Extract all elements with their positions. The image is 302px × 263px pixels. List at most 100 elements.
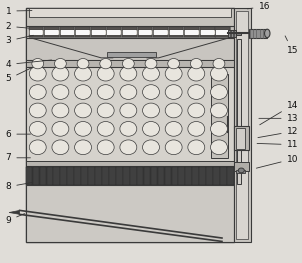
Bar: [26, 8, 234, 28]
Bar: [200, 27, 214, 30]
Circle shape: [188, 66, 205, 81]
Circle shape: [143, 66, 159, 81]
Bar: [44, 27, 59, 30]
Bar: [211, 74, 228, 158]
Bar: [61, 30, 74, 35]
Bar: [33, 167, 39, 185]
Bar: [26, 26, 234, 38]
Bar: [60, 27, 75, 30]
Bar: [92, 30, 105, 35]
Bar: [107, 27, 121, 37]
Bar: [234, 126, 249, 150]
Circle shape: [188, 122, 205, 136]
Text: 2: 2: [6, 22, 29, 31]
Bar: [158, 167, 164, 185]
Bar: [91, 27, 106, 30]
Circle shape: [210, 140, 227, 155]
Bar: [26, 167, 32, 185]
Circle shape: [29, 85, 46, 99]
Text: 16: 16: [247, 2, 270, 11]
Circle shape: [122, 58, 134, 69]
Bar: [74, 167, 81, 185]
Bar: [249, 29, 267, 38]
Bar: [169, 27, 183, 30]
Bar: [236, 11, 248, 239]
Ellipse shape: [265, 29, 270, 38]
Bar: [95, 167, 102, 185]
Text: 7: 7: [5, 153, 31, 162]
Bar: [91, 35, 106, 37]
Bar: [102, 167, 109, 185]
Bar: [109, 167, 116, 185]
Circle shape: [188, 140, 205, 155]
Circle shape: [52, 140, 69, 155]
Bar: [30, 30, 43, 35]
Bar: [139, 30, 151, 35]
Circle shape: [210, 85, 227, 99]
Circle shape: [75, 140, 92, 155]
Text: 6: 6: [5, 130, 31, 139]
Text: 4: 4: [6, 60, 52, 69]
Circle shape: [143, 122, 159, 136]
Bar: [237, 39, 241, 184]
Circle shape: [52, 66, 69, 81]
Bar: [40, 167, 46, 185]
Circle shape: [97, 122, 114, 136]
Bar: [26, 166, 234, 185]
Bar: [91, 27, 106, 37]
Text: 3: 3: [5, 35, 34, 45]
Text: 10: 10: [256, 155, 298, 168]
Text: 11: 11: [257, 140, 298, 149]
Bar: [215, 27, 230, 37]
Bar: [76, 27, 90, 37]
Text: 15: 15: [285, 36, 298, 55]
Bar: [172, 167, 178, 185]
Circle shape: [168, 58, 180, 69]
Bar: [47, 167, 53, 185]
Bar: [60, 27, 75, 37]
Circle shape: [29, 122, 46, 136]
Bar: [60, 167, 67, 185]
Circle shape: [77, 58, 89, 69]
Circle shape: [210, 103, 227, 118]
Circle shape: [188, 85, 205, 99]
Circle shape: [97, 85, 114, 99]
Circle shape: [54, 58, 66, 69]
Bar: [26, 185, 234, 242]
Bar: [200, 27, 214, 37]
Bar: [138, 27, 152, 30]
Polygon shape: [9, 210, 20, 214]
Bar: [220, 167, 227, 185]
Circle shape: [120, 66, 137, 81]
Bar: [192, 167, 199, 185]
Bar: [200, 35, 214, 37]
Bar: [169, 35, 183, 37]
Bar: [107, 35, 121, 37]
Bar: [151, 167, 157, 185]
Circle shape: [75, 66, 92, 81]
Bar: [88, 167, 95, 185]
Bar: [130, 167, 137, 185]
Circle shape: [210, 122, 227, 136]
Text: 5: 5: [5, 68, 32, 83]
Text: 9: 9: [5, 214, 25, 225]
Bar: [29, 35, 43, 37]
Text: 13: 13: [259, 114, 298, 123]
Circle shape: [165, 103, 182, 118]
Circle shape: [143, 85, 159, 99]
Circle shape: [97, 103, 114, 118]
Circle shape: [52, 122, 69, 136]
Circle shape: [97, 66, 114, 81]
Text: 1: 1: [5, 7, 32, 16]
Bar: [26, 67, 234, 166]
Circle shape: [52, 103, 69, 118]
Bar: [154, 30, 167, 35]
Bar: [165, 167, 171, 185]
Circle shape: [100, 58, 112, 69]
Bar: [236, 128, 245, 149]
Circle shape: [190, 58, 202, 69]
Circle shape: [29, 103, 46, 118]
Circle shape: [165, 140, 182, 155]
Bar: [138, 27, 152, 37]
Bar: [122, 27, 137, 37]
